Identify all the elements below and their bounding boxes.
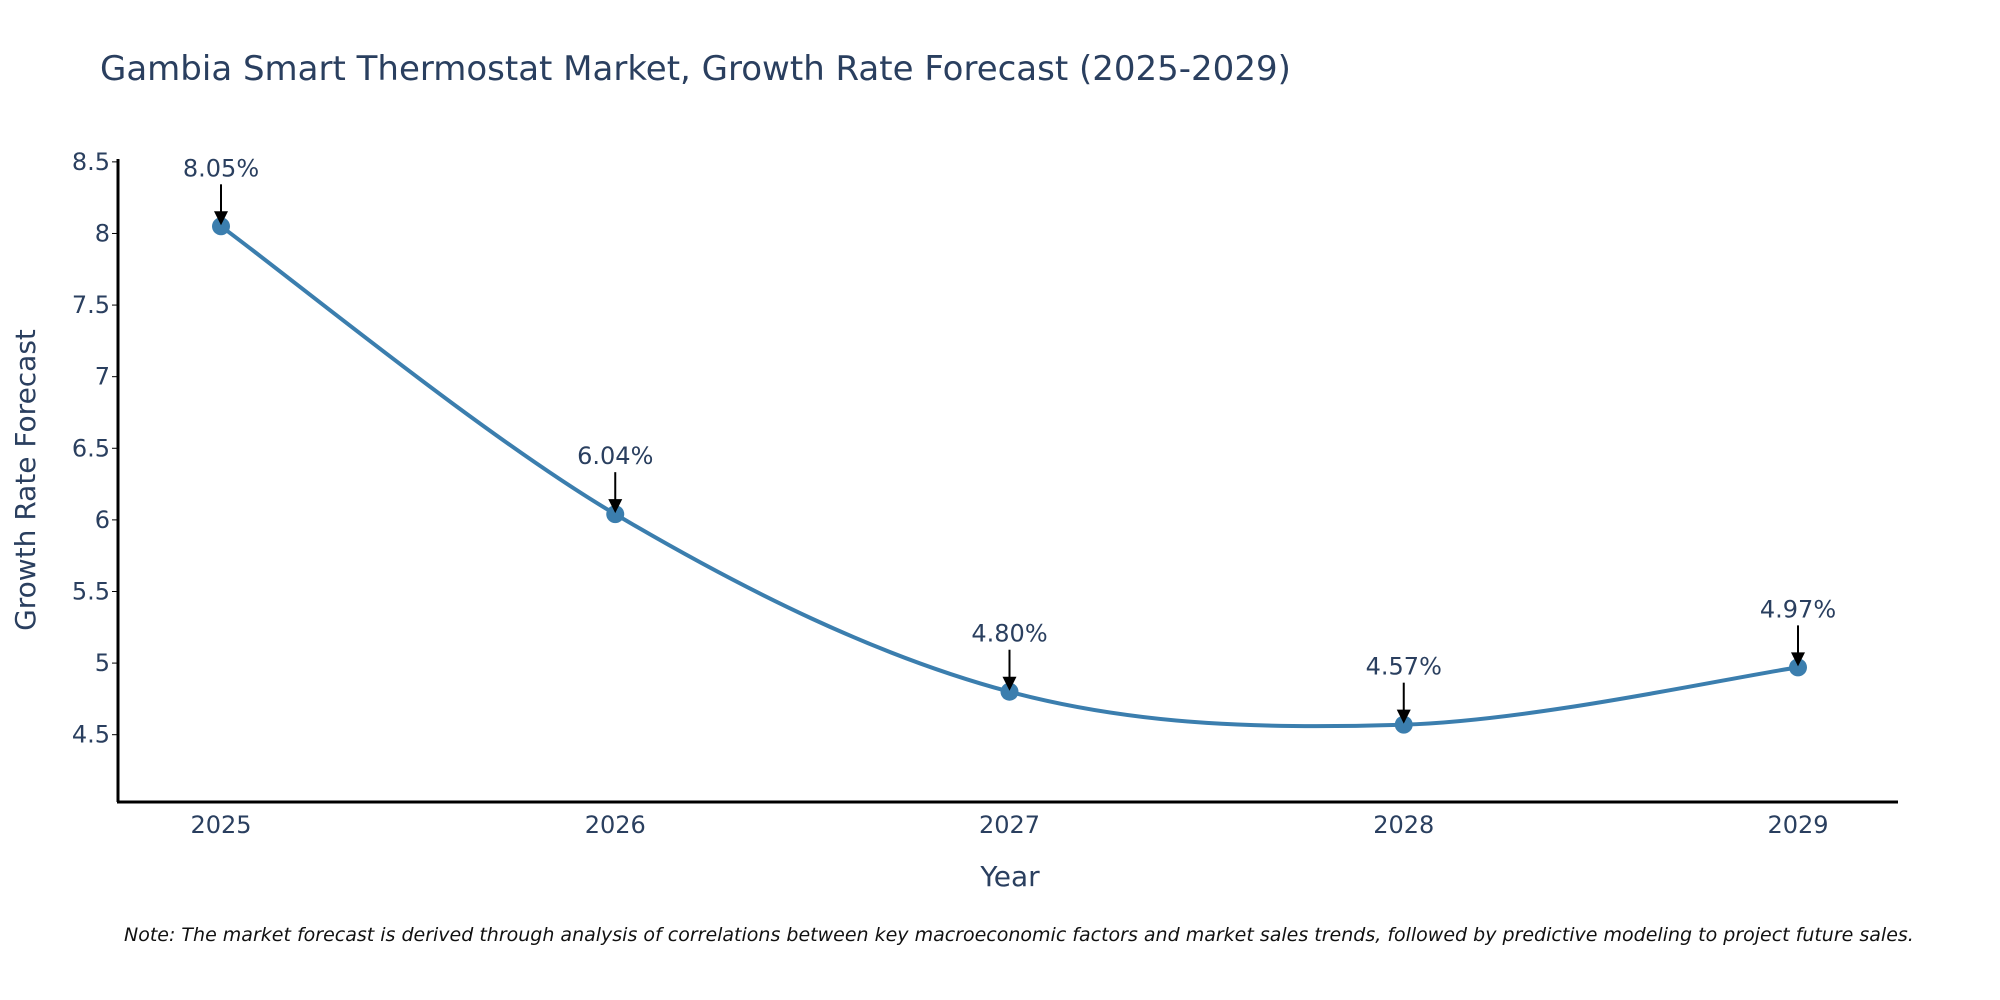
- y-tick-label: 6: [95, 506, 110, 534]
- data-label-2027: 4.80%: [971, 620, 1047, 648]
- x-tick-label: 2027: [979, 811, 1040, 839]
- data-point-2025: [212, 217, 230, 236]
- y-tick-label: 5.5: [72, 577, 110, 605]
- data-label-2025: 8.05%: [183, 154, 259, 182]
- series-markers: [212, 217, 1807, 734]
- annotation-arrow-head: [1791, 652, 1805, 667]
- x-axis-title: Year: [979, 860, 1040, 893]
- annotation-arrow-head: [608, 499, 623, 514]
- data-point-2029: [1789, 658, 1807, 677]
- chart-title: Gambia Smart Thermostat Market, Growth R…: [100, 49, 1291, 89]
- x-tick-label: 2026: [585, 811, 646, 839]
- x-tick-label: 2029: [1767, 811, 1828, 839]
- y-tick-label: 5: [95, 649, 110, 677]
- data-label-2029: 4.97%: [1760, 595, 1836, 623]
- annotation-arrow-head: [1396, 709, 1411, 724]
- data-point-2028: [1394, 715, 1413, 734]
- data-annotations: 8.05% 6.04% 4.80% 4.57% 4.97%: [183, 154, 1836, 724]
- footnote: Note: The market forecast is derived thr…: [124, 924, 1914, 946]
- y-axis-title: Growth Rate Forecast: [9, 329, 42, 631]
- data-point-2026: [606, 505, 625, 524]
- data-label-2026: 6.04%: [577, 442, 653, 470]
- data-label-2028: 4.57%: [1366, 653, 1442, 681]
- x-tick-label: 2028: [1373, 811, 1434, 839]
- y-axis-ticks: 4.5 5 5.5 6 6.5 7 7.5 8 8.5: [72, 148, 118, 749]
- y-tick-label: 8.5: [72, 148, 110, 176]
- x-axis-ticks: 2025 2026 2027 2028 2029: [190, 811, 1828, 839]
- y-tick-label: 7.5: [72, 291, 110, 319]
- x-tick-label: 2025: [190, 811, 251, 839]
- y-tick-label: 6.5: [72, 434, 110, 462]
- annotation-arrow-head: [214, 211, 228, 226]
- annotation-arrow-head: [1002, 676, 1017, 691]
- data-point-2027: [1000, 682, 1019, 701]
- series-line: [219, 224, 1799, 729]
- y-tick-label: 4.5: [72, 721, 110, 749]
- y-tick-label: 7: [95, 363, 110, 391]
- y-tick-label: 8: [95, 219, 110, 247]
